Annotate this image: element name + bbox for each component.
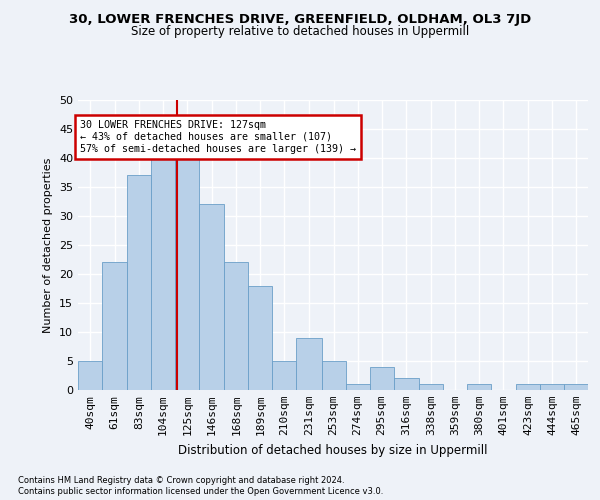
- Bar: [102, 262, 127, 390]
- Bar: [151, 152, 175, 390]
- Bar: [370, 367, 394, 390]
- Text: 30, LOWER FRENCHES DRIVE, GREENFIELD, OLDHAM, OL3 7JD: 30, LOWER FRENCHES DRIVE, GREENFIELD, OL…: [69, 12, 531, 26]
- Bar: [248, 286, 272, 390]
- Bar: [224, 262, 248, 390]
- Text: Size of property relative to detached houses in Uppermill: Size of property relative to detached ho…: [131, 25, 469, 38]
- Bar: [419, 384, 443, 390]
- Bar: [346, 384, 370, 390]
- Y-axis label: Number of detached properties: Number of detached properties: [43, 158, 53, 332]
- Bar: [175, 158, 199, 390]
- Text: 30 LOWER FRENCHES DRIVE: 127sqm
← 43% of detached houses are smaller (107)
57% o: 30 LOWER FRENCHES DRIVE: 127sqm ← 43% of…: [80, 120, 356, 154]
- Bar: [394, 378, 419, 390]
- Bar: [540, 384, 564, 390]
- Bar: [272, 361, 296, 390]
- Text: Contains HM Land Registry data © Crown copyright and database right 2024.: Contains HM Land Registry data © Crown c…: [18, 476, 344, 485]
- Bar: [127, 176, 151, 390]
- Bar: [564, 384, 588, 390]
- Bar: [322, 361, 346, 390]
- Text: Contains public sector information licensed under the Open Government Licence v3: Contains public sector information licen…: [18, 488, 383, 496]
- Bar: [78, 361, 102, 390]
- Bar: [467, 384, 491, 390]
- Bar: [516, 384, 540, 390]
- Bar: [199, 204, 224, 390]
- X-axis label: Distribution of detached houses by size in Uppermill: Distribution of detached houses by size …: [178, 444, 488, 456]
- Bar: [296, 338, 322, 390]
